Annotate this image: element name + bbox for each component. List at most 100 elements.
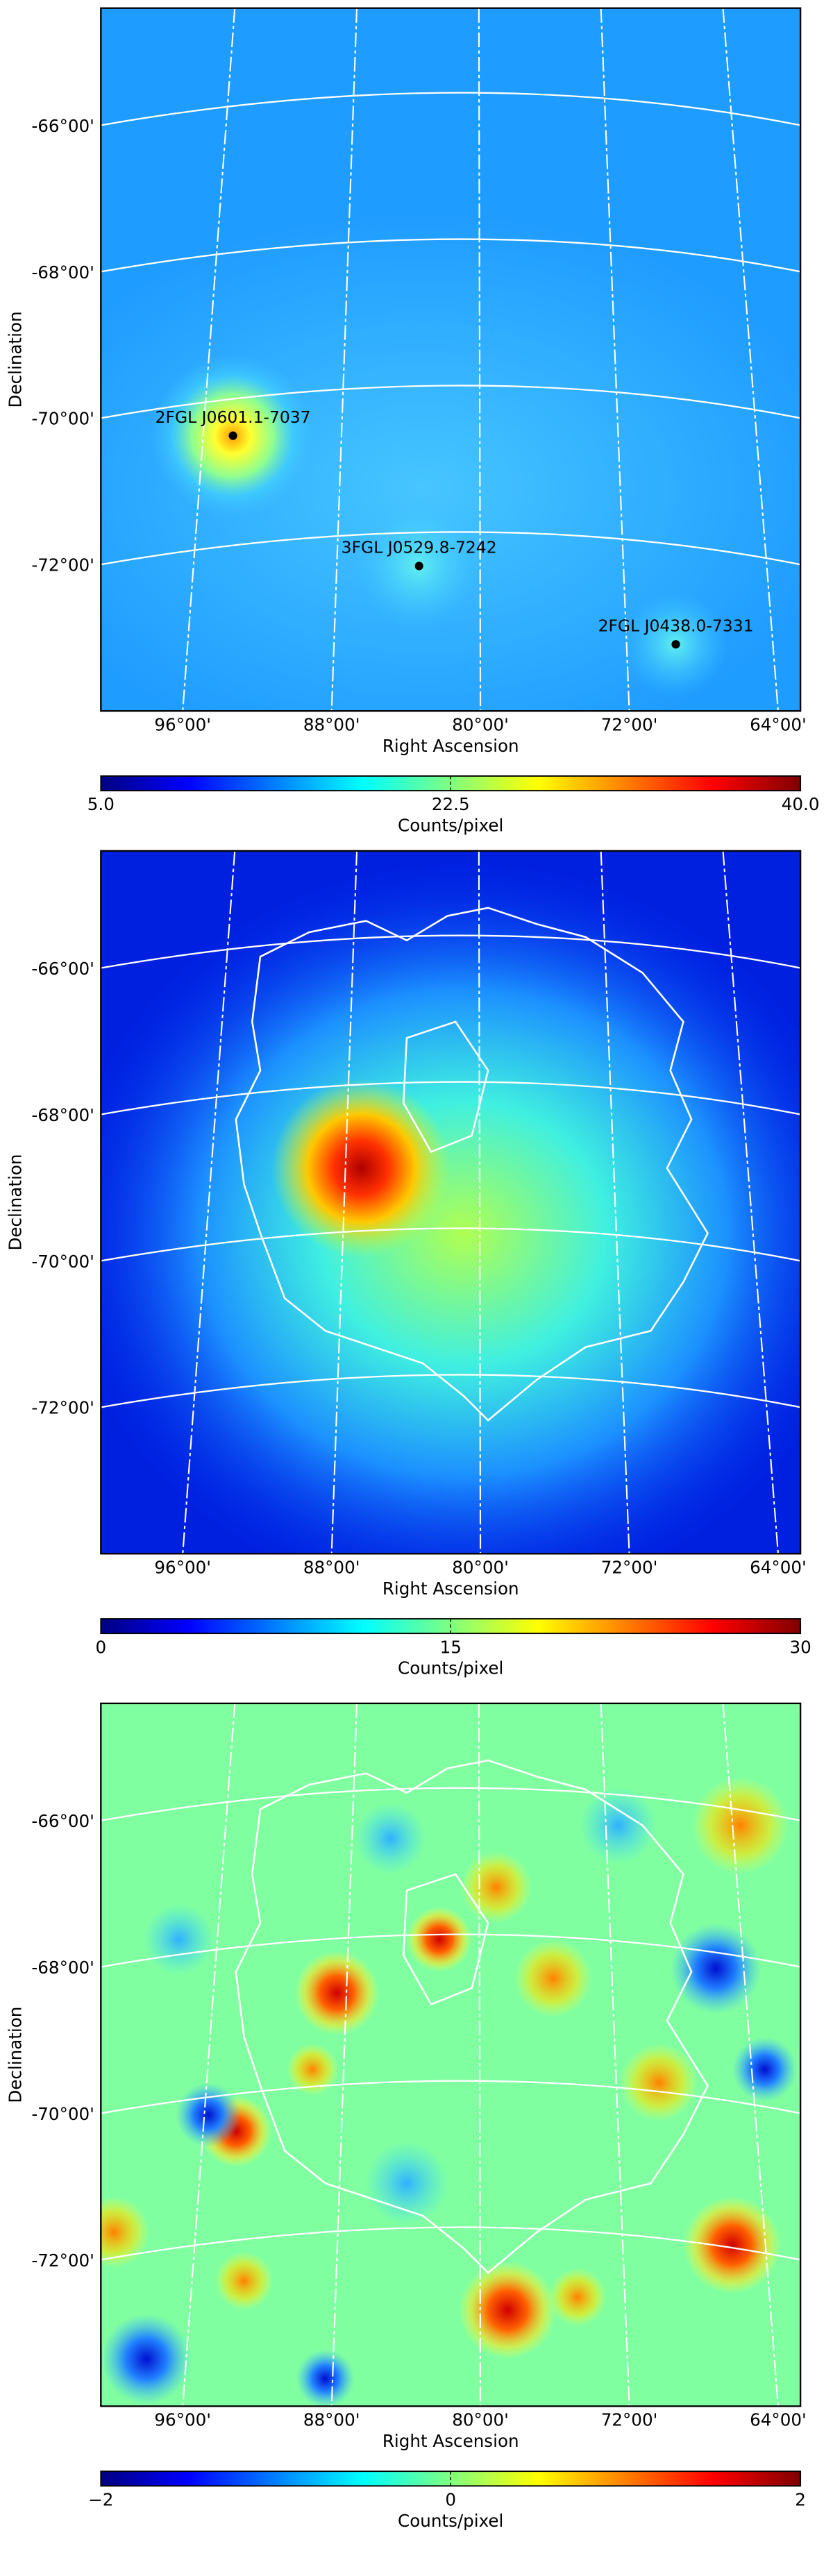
heatmap-blob (214, 2251, 274, 2311)
y-axis-label: Declination (5, 1154, 25, 1251)
grid-line (330, 1703, 358, 2407)
heatmap-blob (460, 1851, 532, 1923)
heatmap-blob (296, 2349, 355, 2407)
y-tick-label: -68°00' (31, 1958, 94, 1978)
source-label: 3FGL J0529.8-7242 (342, 538, 497, 557)
heatmap-blob (143, 1903, 215, 1976)
x-tick-label: 96°00' (154, 1557, 211, 1577)
plot-frame (100, 850, 802, 1555)
panel: -66°00' -68°00' -70°00' -72°00' 96°00' 88°00'… (5, 7, 820, 836)
heatmap (101, 1703, 801, 2407)
grid-line (600, 850, 630, 1554)
heatmap-blob (286, 2043, 339, 2096)
panel: -66°00' -68°00' -70°00' -72°00' 96°00' 88°00'… (5, 1702, 807, 2531)
y-tick-label: -68°00' (31, 1105, 94, 1125)
grid-line (600, 8, 630, 712)
y-tick-label: -70°00' (31, 1252, 94, 1272)
grid-line (182, 1703, 236, 2407)
source-label: 2FGL J0438.0-7331 (598, 616, 754, 635)
y-tick-label: -66°00' (31, 959, 94, 979)
heatmap-blob (176, 2082, 241, 2148)
heatmap-blob (101, 2196, 150, 2268)
colorbar-tick-label: 0 (445, 2489, 456, 2509)
grid-line (101, 2226, 801, 2261)
grid-line (101, 1787, 801, 1821)
x-tick-label: 80°00' (452, 714, 509, 734)
y-tick-label: -72°00' (31, 1398, 94, 1418)
plot-frame (100, 1702, 802, 2407)
grid-line (600, 1703, 630, 2407)
heatmap-blob (354, 1802, 427, 1874)
colorbar-label: Counts/pixel (398, 816, 503, 836)
heatmap (101, 850, 801, 1554)
grid-line (101, 238, 801, 273)
grid-line (330, 8, 358, 712)
heatmap-blob (579, 1786, 657, 1864)
colorbar-label: Counts/pixel (398, 2511, 503, 2531)
y-tick-label: -66°00' (31, 1811, 94, 1831)
y-axis-label: Declination (5, 311, 25, 407)
heatmap (101, 8, 801, 712)
grid-line (101, 531, 801, 566)
x-tick-label: 72°00' (601, 2410, 658, 2430)
x-tick-label: 80°00' (452, 2410, 509, 2430)
heatmap-blob (406, 1906, 472, 1972)
x-tick-label: 72°00' (601, 1557, 658, 1577)
x-tick-label: 64°00' (750, 1557, 807, 1577)
heatmap-blob (670, 1923, 762, 2014)
grid-line (182, 8, 236, 712)
grid-line (101, 92, 801, 126)
contour (235, 907, 709, 1422)
heatmap-glow (271, 1078, 451, 1258)
heatmap-blob (458, 2261, 557, 2359)
grid (101, 850, 801, 1554)
grid-line (722, 850, 780, 1554)
heatmap-blob (514, 1939, 593, 2018)
x-axis-label: Right Ascension (382, 736, 519, 756)
grid-line (101, 1933, 801, 1968)
y-tick-label: -70°00' (31, 409, 94, 429)
panel: -66°00' -68°00' -70°00' -72°00' 96°00' 88°00'… (5, 850, 811, 1678)
y-tick-label: -66°00' (31, 116, 94, 136)
y-tick-label: -70°00' (31, 2104, 94, 2124)
heatmap-blob (691, 1776, 789, 1874)
colorbar-tick-label: 2 (795, 2489, 806, 2509)
x-tick-label: 64°00' (750, 2410, 807, 2430)
heatmap-blob (732, 2037, 798, 2103)
grid-line (101, 385, 801, 419)
heatmap-blob (619, 2043, 698, 2122)
source-marker (671, 640, 680, 649)
source-marker (414, 562, 423, 571)
colorbar-tick-label: 5.0 (87, 794, 115, 814)
x-tick-label: 72°00' (601, 714, 658, 734)
grid-line (101, 1227, 801, 1262)
colorbar-tick-label: 0 (95, 1637, 106, 1657)
heatmap-blob (364, 2141, 449, 2226)
grid-line (478, 850, 482, 1554)
source-label: 2FGL J0601.1-7037 (155, 407, 311, 427)
source-marker (228, 431, 237, 440)
grid-line (101, 934, 801, 969)
grid-line (101, 1374, 801, 1408)
grid (101, 1703, 801, 2407)
y-axis-label: Declination (5, 2007, 25, 2103)
y-tick-label: -68°00' (31, 262, 94, 283)
x-axis-label: Right Ascension (382, 1579, 519, 1599)
grid-line (101, 1081, 801, 1116)
colorbar-tick-label: 15 (440, 1637, 462, 1657)
colorbar-tick-label: 30 (789, 1637, 811, 1657)
colorbar-tick-label: −2 (88, 2489, 113, 2509)
grid-line (478, 1703, 482, 2407)
y-tick-label: -72°00' (31, 555, 94, 575)
heatmap-blob (294, 1951, 380, 2036)
heatmap-glow (101, 859, 801, 1554)
colorbar-tick-label: 40.0 (782, 794, 820, 814)
y-tick-label: -72°00' (31, 2250, 94, 2271)
contour (235, 1759, 709, 2274)
heatmap-blob (683, 2196, 781, 2294)
x-tick-label: 64°00' (750, 714, 807, 734)
x-tick-label: 88°00' (303, 2410, 360, 2430)
grid-line (101, 2080, 801, 2114)
